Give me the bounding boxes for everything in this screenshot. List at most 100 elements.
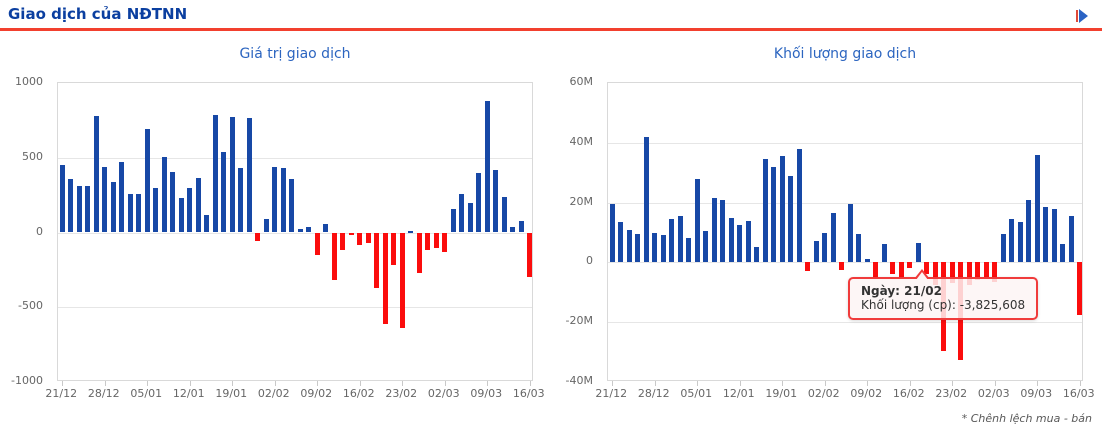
bar-net-buy[interactable]: [136, 194, 142, 233]
bar-net-sell[interactable]: [374, 232, 380, 288]
bar-net-sell[interactable]: [932, 262, 938, 285]
bar-net-buy[interactable]: [272, 167, 278, 233]
bar-net-buy[interactable]: [626, 229, 632, 263]
bar-net-buy[interactable]: [229, 117, 235, 233]
bar-net-buy[interactable]: [686, 238, 692, 263]
bar-net-sell[interactable]: [966, 262, 972, 285]
bar-net-buy[interactable]: [1034, 154, 1040, 263]
bar-net-sell[interactable]: [348, 232, 354, 236]
forward-arrow-icon[interactable]: [1076, 9, 1088, 23]
bar-net-buy[interactable]: [195, 177, 201, 233]
bar-net-buy[interactable]: [703, 231, 709, 263]
bar-net-buy[interactable]: [1000, 233, 1006, 263]
bar-net-buy[interactable]: [510, 227, 516, 233]
bar-net-buy[interactable]: [110, 182, 116, 233]
bar-net-buy[interactable]: [238, 168, 244, 233]
bar-net-buy[interactable]: [1009, 219, 1015, 263]
bar-net-buy[interactable]: [728, 217, 734, 263]
bar-net-buy[interactable]: [212, 115, 218, 233]
bar-net-sell[interactable]: [399, 232, 405, 329]
bar-net-buy[interactable]: [76, 186, 82, 233]
bar-net-buy[interactable]: [745, 220, 751, 263]
bar-net-buy[interactable]: [669, 219, 675, 263]
volume-plot-area[interactable]: [607, 82, 1083, 386]
bar-net-sell[interactable]: [839, 262, 845, 271]
bar-net-buy[interactable]: [323, 224, 329, 233]
bar-net-buy[interactable]: [881, 244, 887, 263]
bar-net-buy[interactable]: [1060, 244, 1066, 263]
bar-net-sell[interactable]: [907, 262, 913, 269]
bar-net-buy[interactable]: [652, 232, 658, 263]
bar-net-buy[interactable]: [85, 186, 91, 233]
bar-net-buy[interactable]: [737, 225, 743, 263]
bar-net-buy[interactable]: [720, 199, 726, 263]
bar-net-sell[interactable]: [416, 232, 422, 273]
bar-net-sell[interactable]: [442, 232, 448, 252]
bar-net-sell[interactable]: [992, 262, 998, 282]
bar-net-buy[interactable]: [1043, 207, 1049, 263]
bar-net-buy[interactable]: [501, 197, 507, 233]
bar-net-buy[interactable]: [144, 129, 150, 233]
bar-net-buy[interactable]: [93, 115, 99, 233]
bar-net-sell[interactable]: [255, 232, 261, 241]
bar-net-sell[interactable]: [890, 262, 896, 275]
bar-net-buy[interactable]: [771, 166, 777, 263]
bar-net-sell[interactable]: [365, 232, 371, 243]
bar-net-sell[interactable]: [314, 232, 320, 255]
bar-net-buy[interactable]: [493, 170, 499, 233]
bar-net-buy[interactable]: [813, 241, 819, 263]
bar-net-sell[interactable]: [391, 232, 397, 265]
bar-net-buy[interactable]: [459, 193, 465, 233]
bar-net-buy[interactable]: [408, 231, 414, 233]
bar-net-buy[interactable]: [856, 233, 862, 263]
bar-net-buy[interactable]: [1026, 199, 1032, 263]
bar-net-buy[interactable]: [476, 172, 482, 233]
bar-net-buy[interactable]: [306, 226, 312, 233]
bar-net-buy[interactable]: [822, 232, 828, 263]
bar-net-sell[interactable]: [382, 232, 388, 324]
bar-net-sell[interactable]: [805, 262, 811, 272]
bar-net-sell[interactable]: [983, 262, 989, 279]
bar-net-buy[interactable]: [1051, 208, 1057, 263]
bar-net-buy[interactable]: [204, 215, 210, 233]
bar-net-buy[interactable]: [660, 235, 666, 263]
bar-net-buy[interactable]: [1017, 222, 1023, 263]
bar-net-buy[interactable]: [609, 204, 615, 263]
bar-net-buy[interactable]: [677, 216, 683, 263]
bar-net-buy[interactable]: [518, 220, 524, 233]
bar-net-buy[interactable]: [618, 222, 624, 263]
bar-net-sell[interactable]: [898, 262, 904, 279]
bar-net-sell[interactable]: [340, 232, 346, 250]
bar-net-buy[interactable]: [864, 259, 870, 263]
bar-net-sell[interactable]: [425, 232, 431, 250]
bar-net-buy[interactable]: [635, 233, 641, 263]
bar-net-buy[interactable]: [289, 179, 295, 233]
bar-net-buy[interactable]: [187, 187, 193, 233]
bar-net-sell[interactable]: [331, 232, 337, 280]
bar-net-buy[interactable]: [68, 178, 74, 233]
bar-net-buy[interactable]: [170, 171, 176, 233]
bar-net-buy[interactable]: [221, 151, 227, 233]
bar-net-buy[interactable]: [178, 198, 184, 233]
bar-net-buy[interactable]: [643, 136, 649, 263]
bar-net-buy[interactable]: [484, 100, 490, 233]
bar-net-buy[interactable]: [779, 156, 785, 263]
bar-net-buy[interactable]: [847, 204, 853, 263]
bar-net-sell[interactable]: [949, 262, 955, 284]
bar-net-buy[interactable]: [788, 175, 794, 263]
bar-net-buy[interactable]: [280, 168, 286, 233]
bar-net-sell[interactable]: [873, 262, 879, 278]
bar-net-buy[interactable]: [119, 162, 125, 233]
bar-net-buy[interactable]: [127, 194, 133, 233]
bar-net-buy[interactable]: [762, 159, 768, 263]
bar-net-buy[interactable]: [102, 167, 108, 233]
bar-net-buy[interactable]: [754, 247, 760, 263]
bar-net-buy[interactable]: [915, 242, 921, 263]
bar-net-buy[interactable]: [467, 203, 473, 233]
bar-net-sell[interactable]: [433, 232, 439, 249]
bar-net-buy[interactable]: [694, 178, 700, 263]
bar-net-buy[interactable]: [450, 208, 456, 233]
bar-net-buy[interactable]: [1068, 216, 1074, 263]
bar-net-buy[interactable]: [59, 165, 65, 233]
bar-net-sell[interactable]: [527, 232, 533, 278]
